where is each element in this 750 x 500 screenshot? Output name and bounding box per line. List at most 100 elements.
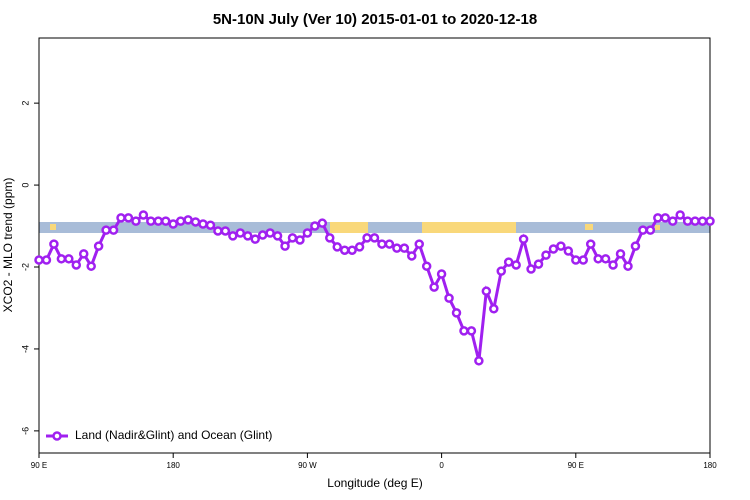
data-point (571, 255, 581, 265)
data-point (287, 233, 298, 243)
data-point (563, 246, 574, 256)
surface-strip (39, 222, 710, 233)
data-point (690, 216, 700, 226)
data-point (86, 261, 96, 271)
data-point (339, 245, 350, 255)
data-point (34, 255, 44, 265)
data-point (131, 216, 141, 226)
data-point (56, 254, 67, 264)
data-point (474, 356, 484, 366)
data-point (265, 228, 275, 238)
data-point (645, 225, 656, 235)
data-point (675, 210, 685, 220)
plot-frame (38, 37, 711, 454)
data-point (638, 225, 648, 235)
data-point (160, 216, 171, 226)
data-point (138, 210, 149, 220)
data-point (280, 241, 290, 251)
data-point (183, 215, 193, 225)
data-point (600, 254, 611, 264)
data-point (116, 213, 126, 223)
x-tick-label: 90 W (298, 461, 317, 470)
x-tick-label: 180 (167, 461, 181, 470)
data-point (377, 239, 387, 249)
data-point (466, 326, 477, 336)
data-point (123, 213, 134, 223)
x-axis-label: Longitude (deg E) (327, 476, 422, 490)
data-point (489, 304, 499, 314)
data-point (347, 245, 357, 255)
data-point (64, 254, 74, 264)
data-point (541, 250, 551, 260)
data-point (556, 241, 566, 251)
data-point (705, 216, 715, 226)
data-point (235, 228, 246, 238)
x-tick-label: 0 (439, 461, 444, 470)
data-point (205, 220, 216, 230)
data-point (414, 239, 424, 249)
x-tick-label: 90 E (568, 461, 584, 470)
legend-marker (52, 431, 62, 441)
data-point (399, 243, 410, 253)
data-point (257, 230, 268, 240)
y-tick-label: -4 (20, 345, 30, 353)
y-axis-label: XCO2 - MLO trend (ppm) (1, 178, 15, 313)
data-point (548, 244, 559, 254)
data-point (108, 225, 119, 235)
data-point (436, 269, 447, 279)
data-point (451, 308, 462, 318)
data-point (332, 242, 342, 252)
data-point (78, 249, 89, 259)
data-point (310, 221, 320, 231)
data-point (459, 326, 469, 336)
data-point (325, 233, 335, 243)
data-point (511, 260, 521, 270)
data-point (429, 282, 439, 292)
data-point (153, 216, 164, 226)
data-point (272, 231, 283, 241)
data-point (615, 249, 626, 259)
data-point (220, 226, 231, 236)
data-point (518, 234, 529, 244)
data-point (630, 241, 641, 251)
data-point (578, 255, 589, 265)
y-tick-label: -6 (20, 427, 30, 435)
data-point (190, 217, 201, 227)
data-point (228, 231, 238, 241)
data-point (697, 216, 708, 226)
data-point (682, 216, 693, 226)
data-point (384, 239, 395, 249)
data-point (481, 286, 492, 296)
data-point (593, 254, 603, 264)
x-tick-label: 90 E (31, 461, 47, 470)
data-point (503, 257, 514, 267)
data-point (146, 216, 156, 226)
data-point (168, 219, 178, 229)
data-point (175, 216, 186, 226)
data-point (41, 255, 52, 265)
data-point (667, 216, 678, 226)
data-point (198, 219, 208, 229)
data-point (496, 266, 506, 276)
data-point (93, 241, 104, 251)
data-point (250, 234, 260, 244)
data-point (302, 228, 313, 238)
data-point (354, 242, 365, 252)
data-point (317, 218, 328, 228)
data-point (421, 261, 432, 271)
y-tick-label: 2 (20, 101, 30, 106)
data-point (608, 260, 618, 270)
data-point (660, 213, 671, 223)
data-point (533, 259, 544, 269)
legend-label: Land (Nadir&Glint) and Ocean (Glint) (75, 428, 272, 442)
data-point (407, 251, 417, 261)
x-tick-label: 180 (703, 461, 717, 470)
data-point (213, 226, 223, 236)
data-point (369, 233, 380, 243)
data-point (444, 293, 454, 303)
data-point (49, 239, 59, 249)
y-tick-label: 0 (20, 183, 30, 188)
data-point (101, 225, 111, 235)
y-tick-label: -2 (20, 263, 30, 271)
